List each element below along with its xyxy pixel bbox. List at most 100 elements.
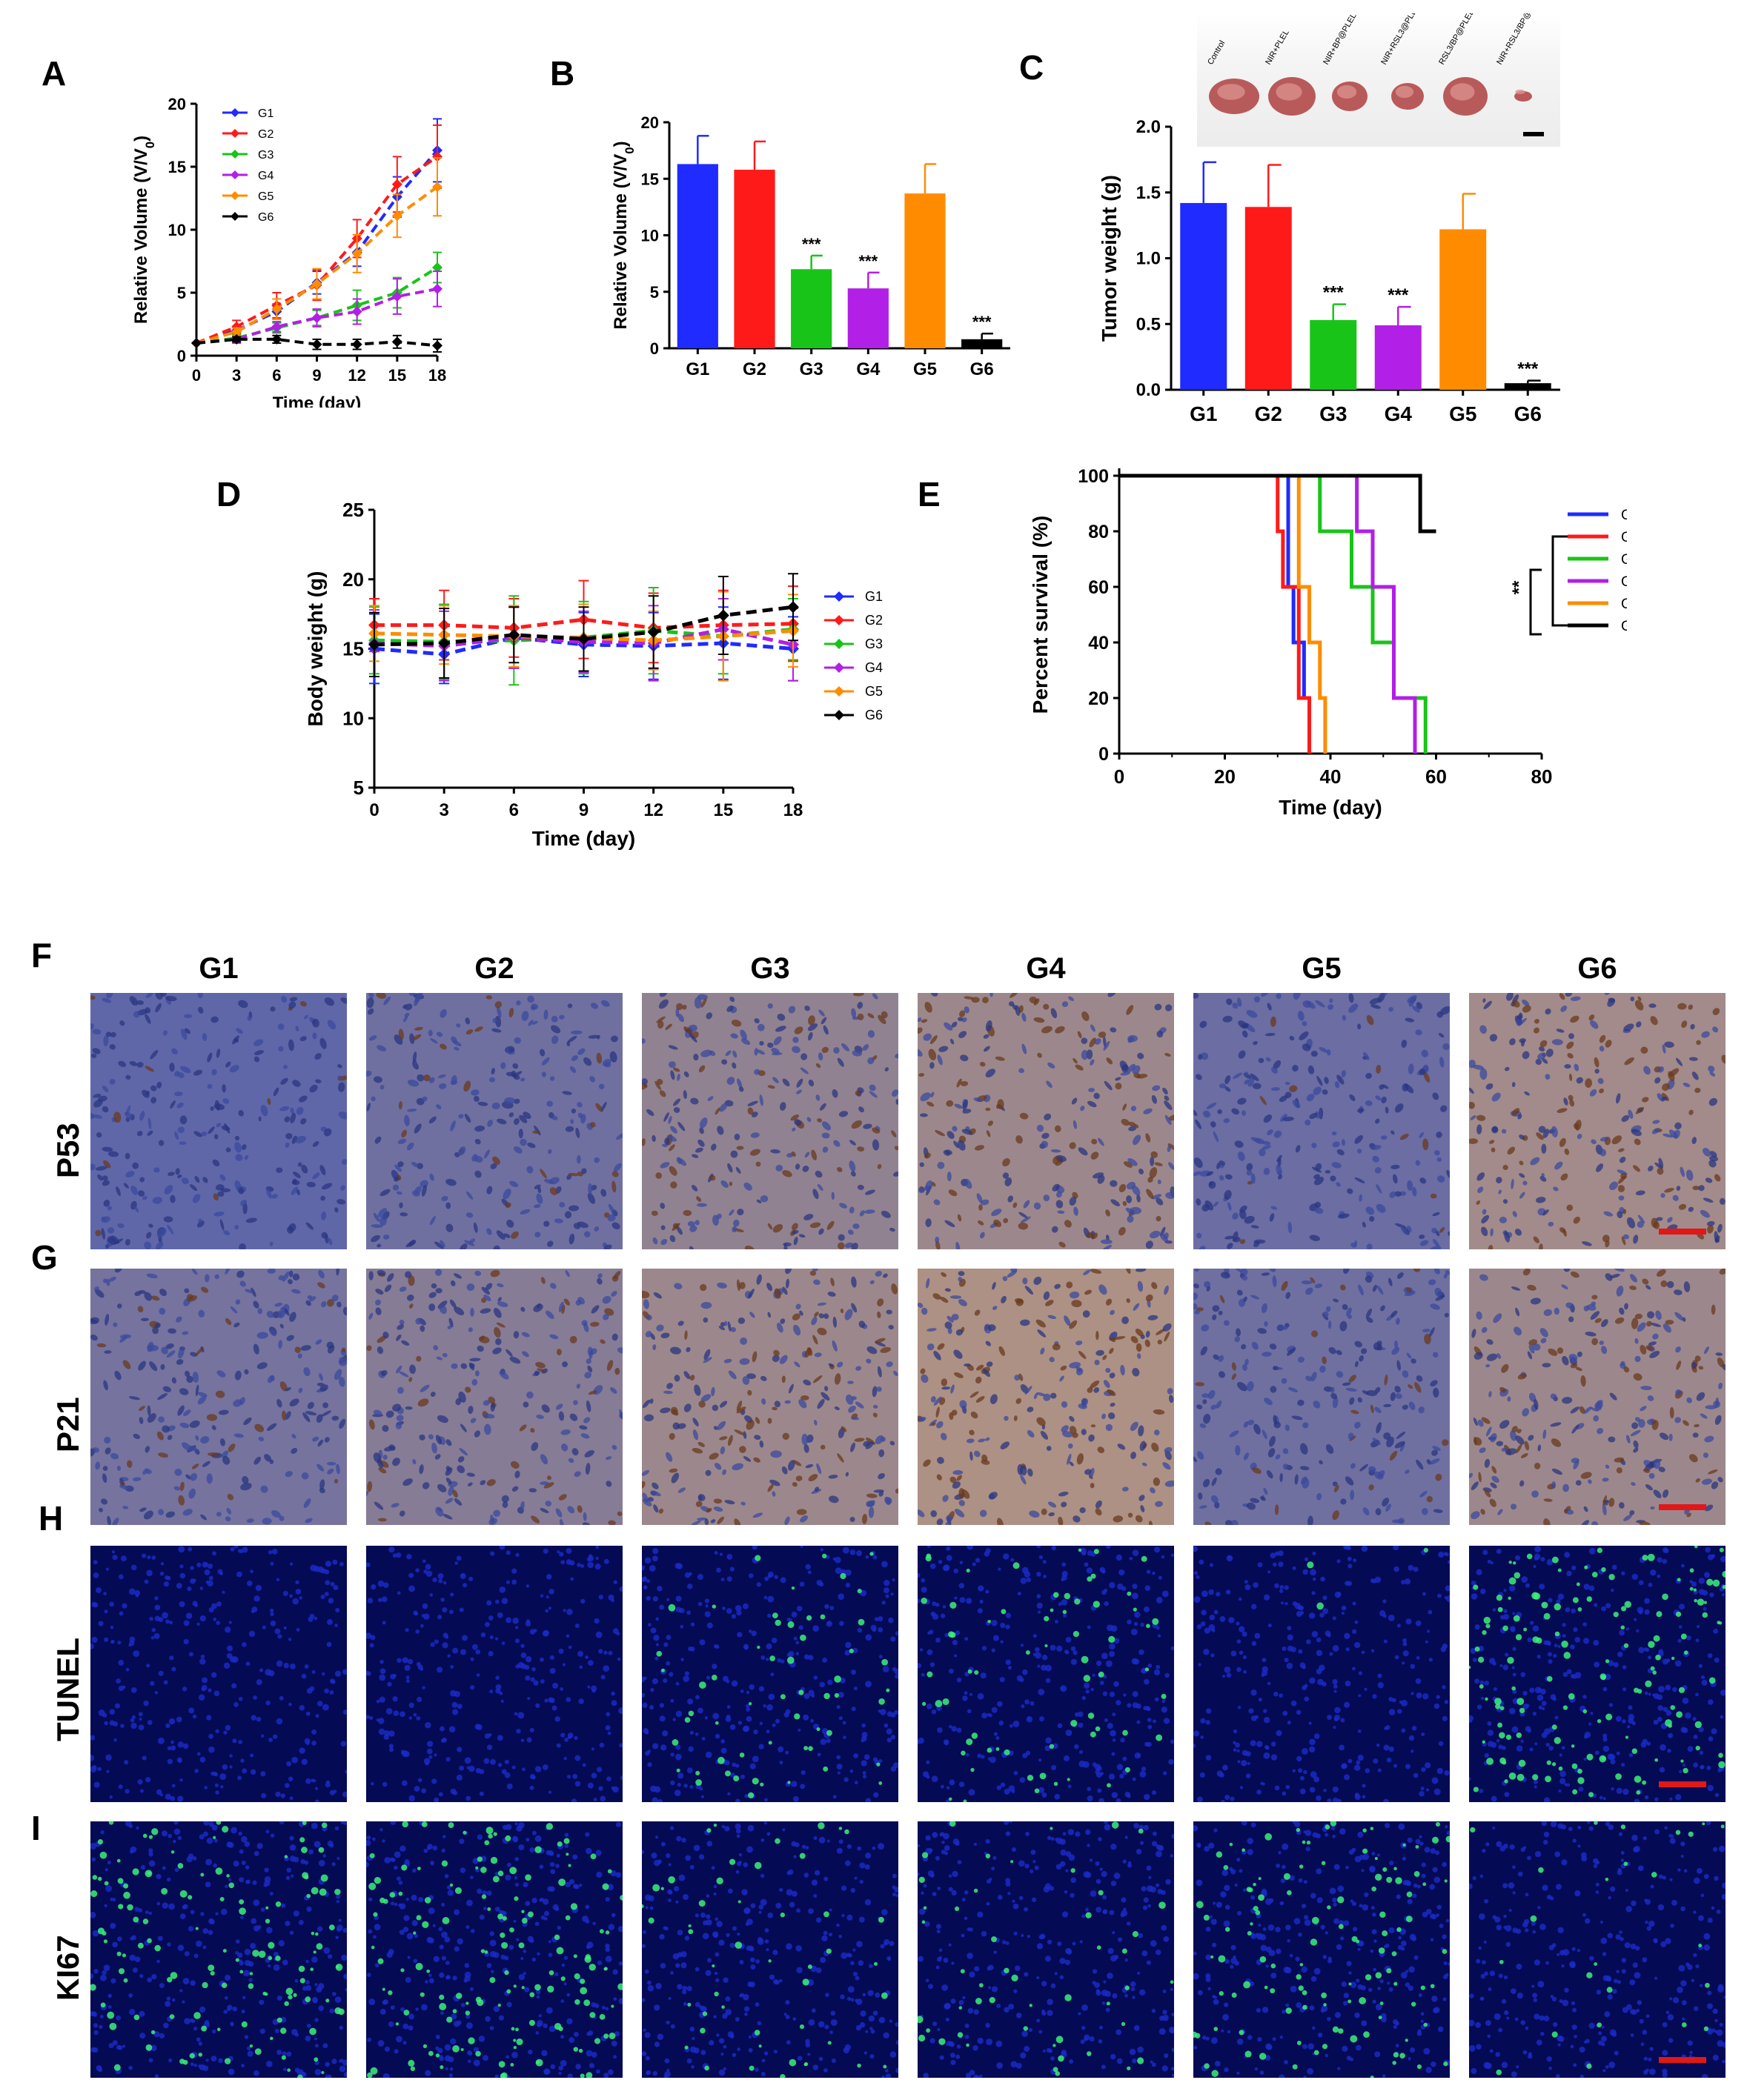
cell-nucleus: [675, 1710, 683, 1718]
cell-nucleus: [1554, 1307, 1559, 1315]
cell-nucleus: [461, 1573, 465, 1577]
cell-nucleus: [1139, 1770, 1147, 1778]
cell-nucleus: [304, 1738, 311, 1744]
cell-nucleus: [595, 1556, 599, 1561]
cell-nucleus: [509, 1356, 521, 1364]
cell-nucleus: [736, 1400, 743, 1412]
cell-nucleus: [465, 1212, 474, 1218]
cell-nucleus: [704, 1611, 711, 1618]
cell-nucleus: [219, 1773, 227, 1780]
cell-nucleus: [941, 1386, 951, 1390]
cell-nucleus: [642, 1469, 650, 1476]
cell-nucleus: [123, 1183, 129, 1189]
cell-nucleus: [937, 1727, 943, 1733]
cell-nucleus: [1562, 1483, 1569, 1492]
cell-nucleus: [339, 1418, 346, 1429]
y-tick-label: 0.0: [1136, 380, 1161, 400]
cell-nucleus: [718, 1326, 726, 1331]
cell-nucleus: [891, 1130, 897, 1137]
cell-nucleus: [409, 1033, 415, 1044]
cell-nucleus: [1534, 1462, 1541, 1469]
cell-nucleus: [1551, 1126, 1558, 1137]
cell-nucleus: [91, 1053, 97, 1058]
cell-nucleus: [529, 1727, 534, 1732]
cell-nucleus: [1132, 1367, 1140, 1377]
cell-nucleus: [127, 1460, 133, 1468]
cell-nucleus: [425, 1564, 431, 1570]
cell-nucleus: [956, 1727, 962, 1733]
cell-nucleus: [1061, 1562, 1067, 1567]
cell-nucleus: [579, 1425, 588, 1430]
y-tick-label: 20: [168, 95, 186, 113]
cell-nucleus: [1074, 1744, 1079, 1750]
cell-nucleus: [565, 1126, 574, 1132]
cell-nucleus: [483, 1295, 491, 1301]
cell-nucleus: [1282, 1448, 1289, 1455]
cell-nucleus: [341, 1347, 346, 1352]
cell-nucleus: [501, 1769, 507, 1775]
row-header-TUNEL: TUNEL: [50, 1638, 85, 1741]
cell-nucleus: [699, 1787, 703, 1791]
x-tick-label: 20: [1214, 765, 1236, 788]
cell-nucleus: [956, 1677, 962, 1683]
cell-nucleus: [1419, 1490, 1428, 1498]
cell-nucleus: [1046, 1446, 1052, 1452]
cell-nucleus: [1069, 1415, 1075, 1422]
tissue-texture: [1469, 993, 1726, 1249]
cell-nucleus: [130, 1722, 137, 1729]
cell-nucleus: [729, 1181, 733, 1186]
cell-nucleus: [817, 1118, 823, 1123]
cell-nucleus: [1479, 1274, 1488, 1281]
cell-nucleus: [1102, 1355, 1107, 1360]
cell-nucleus: [973, 1097, 983, 1103]
cell-nucleus: [692, 1448, 703, 1454]
cell-nucleus: [842, 1546, 849, 1554]
cell-nucleus: [795, 1652, 800, 1655]
cell-nucleus: [979, 1509, 987, 1518]
cell-nucleus: [780, 1659, 785, 1664]
cell-nucleus: [814, 1312, 819, 1318]
cell-nucleus: [1305, 1287, 1313, 1295]
cell-nucleus: [763, 1595, 768, 1600]
positive-cell: [660, 1668, 665, 1672]
cell-nucleus: [580, 1564, 585, 1568]
cell-nucleus: [397, 1138, 407, 1144]
cell-nucleus: [1704, 1346, 1709, 1355]
cell-nucleus: [152, 1197, 162, 1204]
cell-nucleus: [886, 1711, 893, 1717]
cell-nucleus: [882, 1666, 889, 1672]
cell-nucleus: [832, 1795, 837, 1799]
cell-nucleus: [1272, 1366, 1279, 1371]
cell-nucleus: [1126, 1298, 1130, 1303]
cell-nucleus: [813, 1675, 818, 1680]
cell-nucleus: [285, 1309, 290, 1316]
cell-nucleus: [276, 1660, 283, 1667]
cell-nucleus: [577, 1563, 581, 1567]
cell-nucleus: [196, 1622, 200, 1626]
cell-nucleus: [1366, 1014, 1374, 1026]
cell-nucleus: [569, 1335, 577, 1343]
cell-nucleus: [918, 1740, 920, 1744]
cell-nucleus: [1018, 1373, 1024, 1381]
cell-nucleus: [826, 1738, 831, 1744]
cell-nucleus: [329, 1690, 334, 1695]
cell-nucleus: [652, 1134, 656, 1142]
cell-nucleus: [1032, 1634, 1037, 1638]
cell-nucleus: [958, 1488, 965, 1499]
cell-nucleus: [493, 1509, 501, 1517]
cell-nucleus: [918, 1509, 925, 1518]
cell-nucleus: [1210, 1495, 1219, 1503]
cell-nucleus: [1609, 1392, 1617, 1400]
cell-nucleus: [92, 1765, 97, 1770]
cell-nucleus: [1217, 1109, 1222, 1114]
cell-nucleus: [594, 1618, 600, 1624]
cell-nucleus: [324, 1234, 329, 1244]
cell-nucleus: [792, 1229, 799, 1235]
cell-nucleus: [371, 1781, 374, 1786]
cell-nucleus: [595, 1631, 603, 1638]
x-tick-label: G6: [1514, 402, 1542, 425]
cell-nucleus: [1645, 1285, 1651, 1290]
cell-nucleus: [130, 1687, 137, 1693]
cell-nucleus: [1389, 1191, 1396, 1198]
cell-nucleus: [877, 1311, 881, 1319]
